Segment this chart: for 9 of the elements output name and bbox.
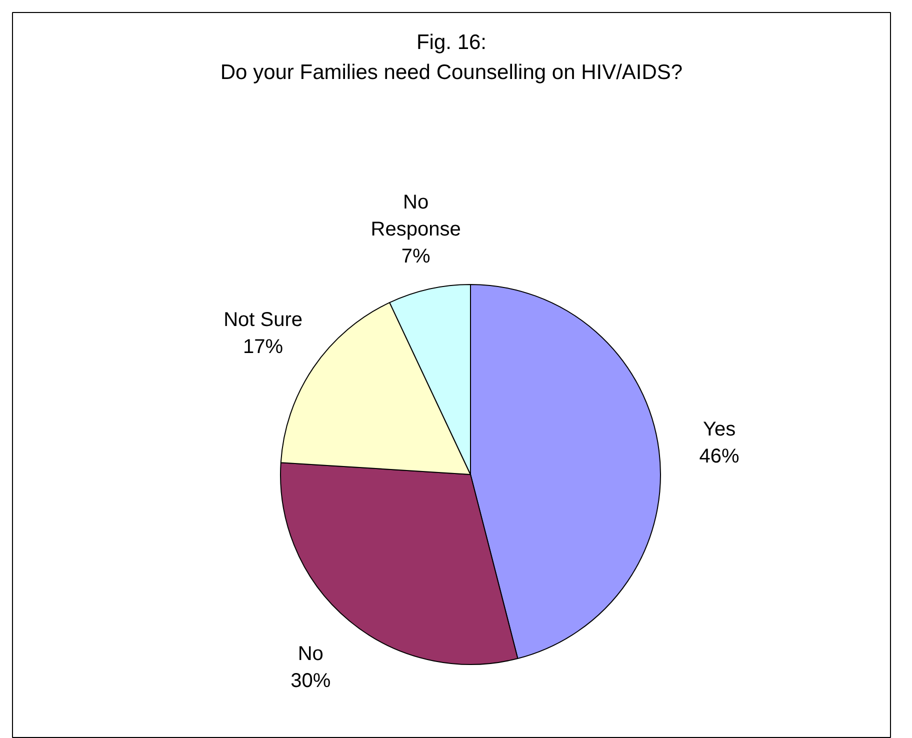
data-label: 7% <box>401 246 430 268</box>
data-label: 46% <box>699 446 740 468</box>
slice-label: No <box>298 643 324 666</box>
slice-label: Yes <box>703 418 736 441</box>
data-label: 17% <box>243 336 284 358</box>
data-label: 30% <box>290 670 331 692</box>
slice-label: No Response <box>370 192 461 241</box>
slice-label: Not Sure <box>224 309 303 332</box>
chart-title: Fig. 16: Do your Families need Counselling on HIV/AIDS? <box>220 31 683 84</box>
